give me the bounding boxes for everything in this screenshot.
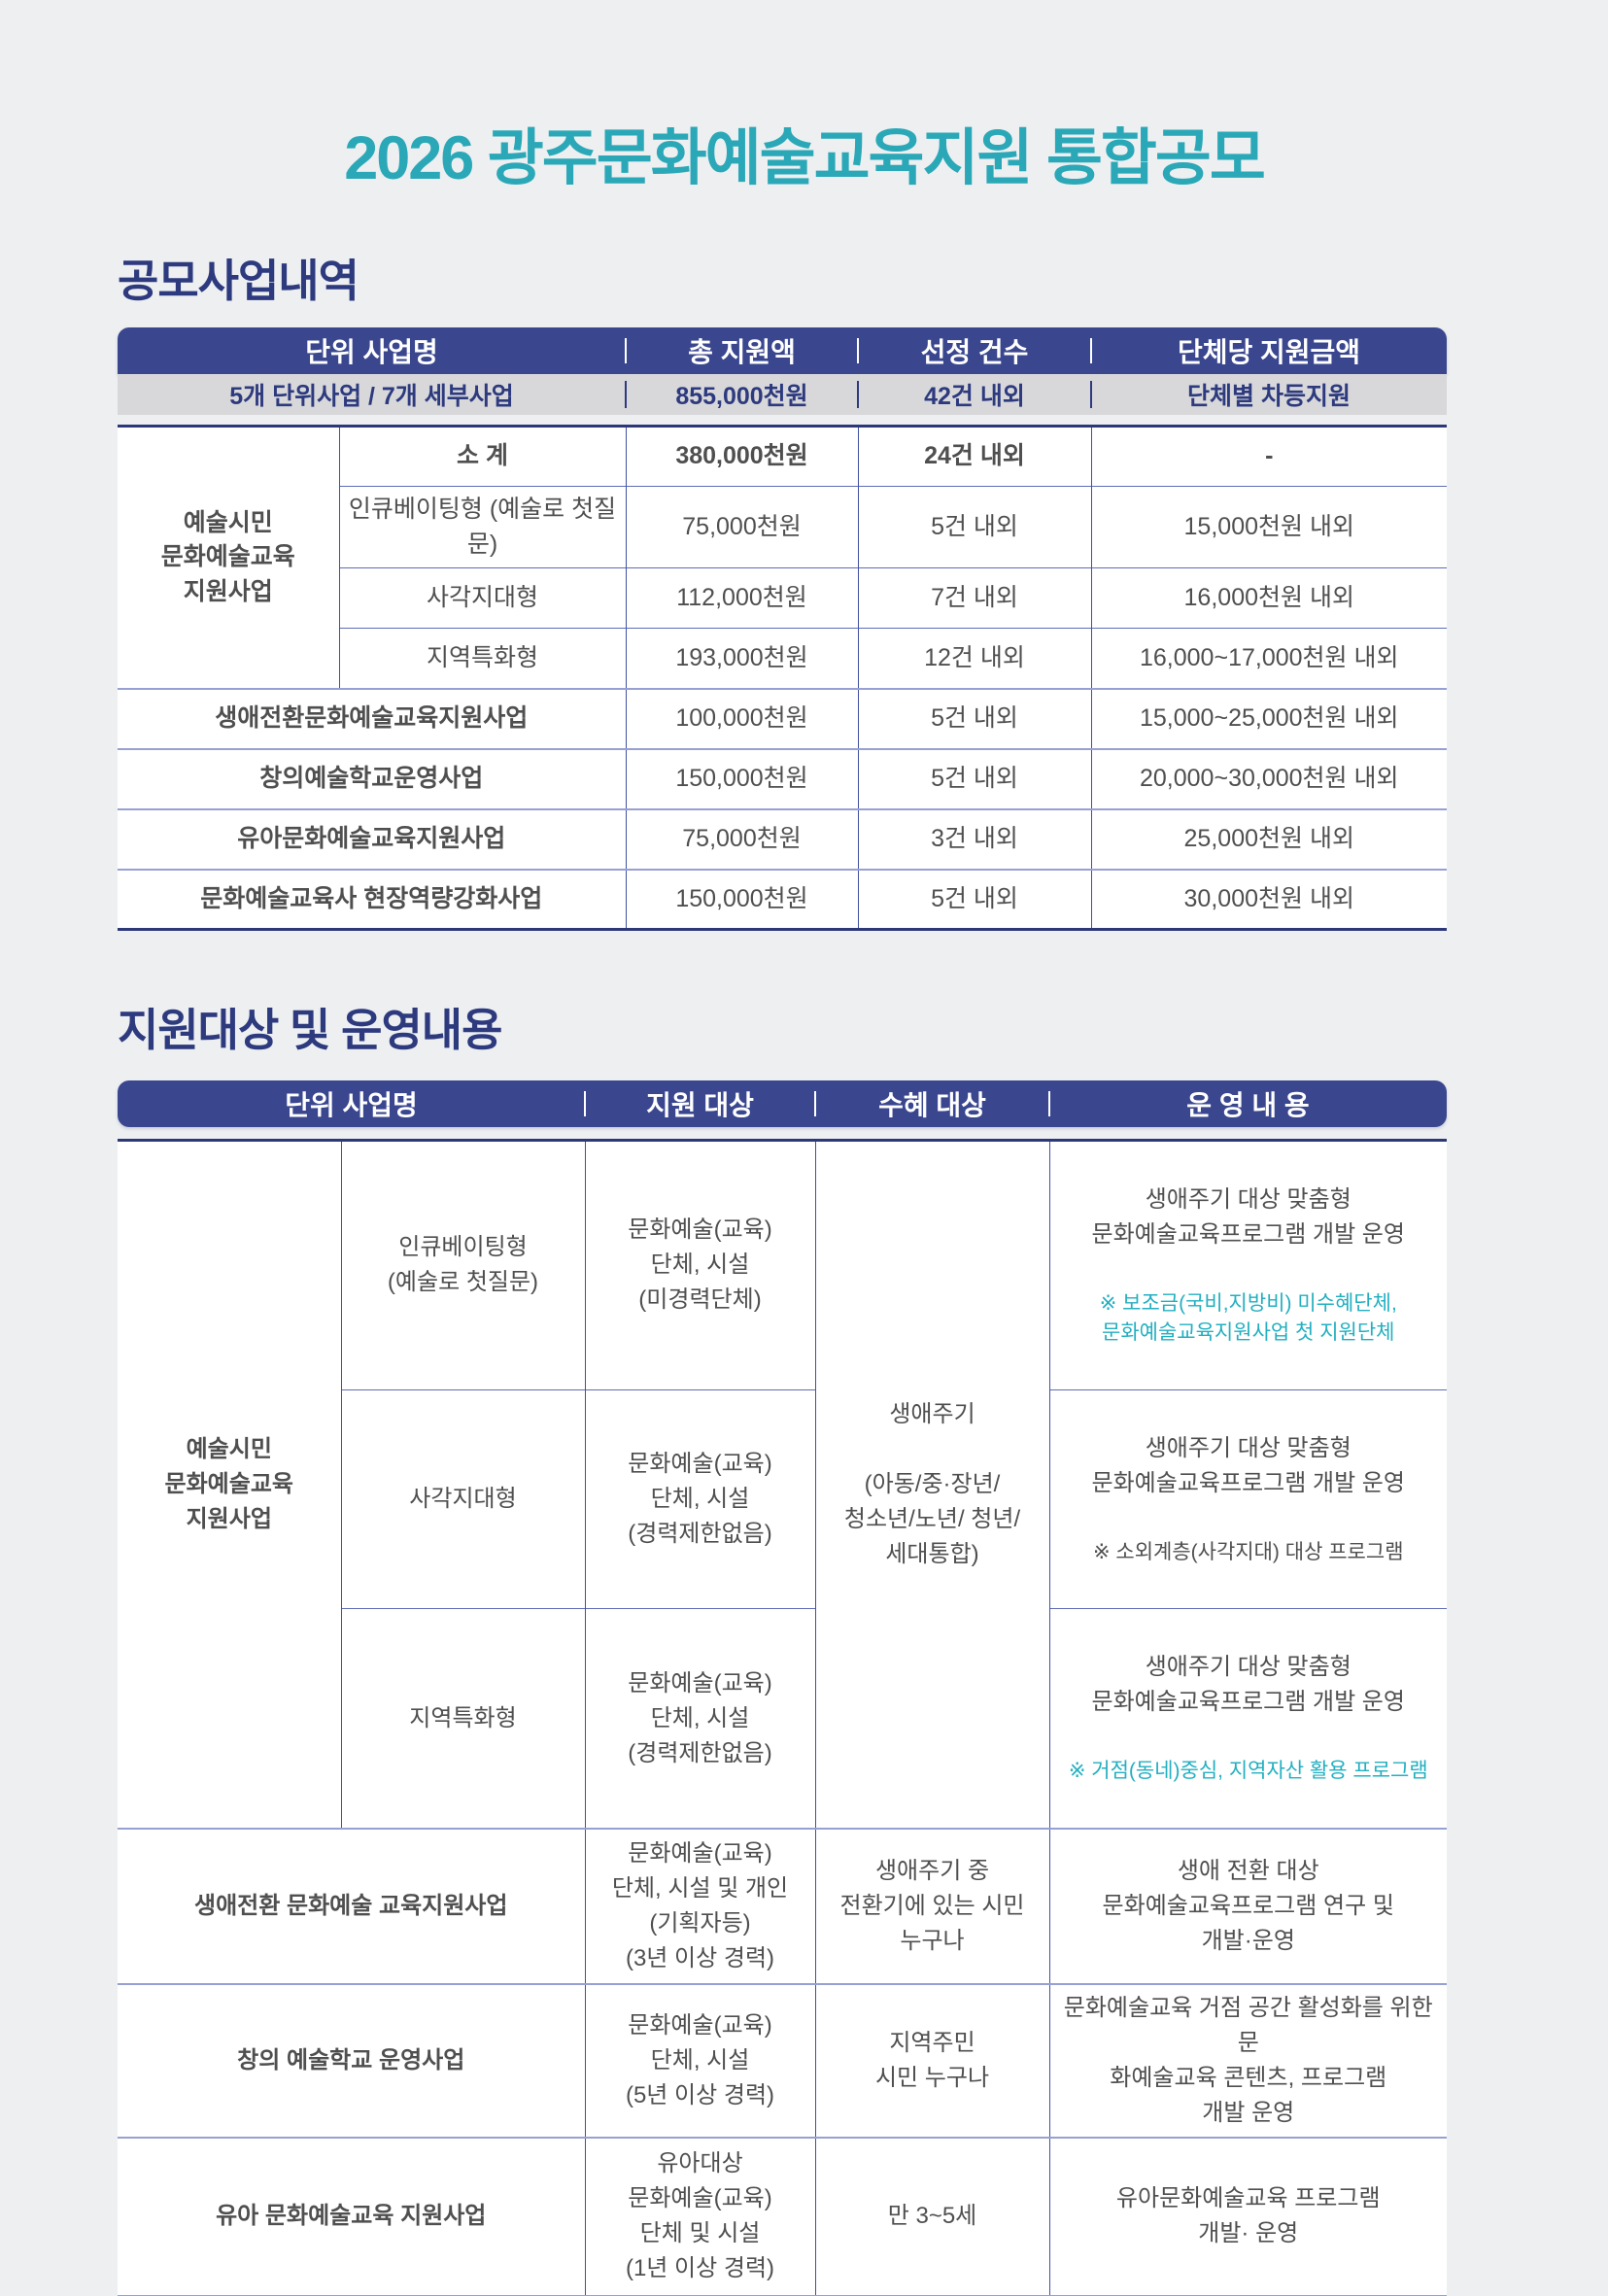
cell-selection-count: 5건 내외: [857, 868, 1091, 930]
cell-per-org-amount: -: [1090, 426, 1447, 487]
cell-total-amount: 75,000천원: [625, 486, 858, 568]
table1-header-per-org-amount: 단체당 지원금액: [1177, 337, 1361, 367]
cell-beneficiary: 생애주기 중 전환기에 있는 시민 누구나: [814, 1827, 1049, 1984]
operation-main-text: 생애주기 대상 맞춤형 문화예술교육프로그램 개발 운영: [1091, 1434, 1405, 1496]
summary-program-count: 5개 단위사업 / 7개 세부사업: [118, 377, 626, 412]
section-targets-operations: 지원대상 및 운영내용 단위 사업명 지원 대상 수혜 대상 운 영 내 용 예…: [118, 995, 1447, 2296]
cell-program-name: 소 계: [338, 426, 626, 487]
cell-total-amount: 150,000천원: [625, 747, 858, 809]
cell-program-name: 사각지대형: [340, 1388, 585, 1609]
cell-program-name: 유아 문화예술교육 지원사업: [118, 2136, 585, 2296]
cell-program-name: 유아문화예술교육지원사업: [118, 807, 626, 870]
cell-selection-count: 5건 내외: [857, 486, 1091, 568]
cell-total-amount: 193,000천원: [625, 628, 858, 689]
cell-operation: 생애주기 대상 맞춤형 문화예술교육프로그램 개발 운영 ※ 소외계층(사각지대…: [1048, 1388, 1447, 1609]
cell-program-group: 예술시민 문화예술교육 지원사업: [160, 508, 295, 605]
cell-selection-count: 7건 내외: [857, 567, 1091, 629]
cell-per-org-amount: 30,000천원 내외: [1090, 868, 1447, 930]
table2-header-beneficiary: 수혜 대상: [815, 1084, 1049, 1123]
operation-main-text: 생애주기 대상 맞춤형 문화예술교육프로그램 개발 운영: [1091, 1186, 1405, 1248]
cell-operation: 생애주기 대상 맞춤형 문화예술교육프로그램 개발 운영 ※ 보조금(국비,지방…: [1048, 1140, 1447, 1390]
cell-support-target: 유아대상 문화예술(교육) 단체 및 시설 (1년 이상 경력): [584, 2136, 815, 2296]
cell-total-amount: 100,000천원: [625, 687, 858, 749]
table1-header-program-name: 단위 사업명: [118, 331, 626, 370]
summary-selection-count: 42건 내외: [858, 377, 1091, 412]
cell-per-org-amount: 25,000천원 내외: [1090, 807, 1447, 870]
cell-operation: 생애 전환 대상 문화예술교육프로그램 연구 및 개발·운영: [1048, 1827, 1447, 1984]
cell-program-name: 생애전환 문화예술 교육지원사업: [118, 1827, 585, 1984]
cell-support-target: 문화예술(교육) 단체, 시설 (5년 이상 경력): [584, 1982, 815, 2138]
table-row: 생애전환문화예술교육지원사업 100,000천원 5건 내외 15,000~25…: [118, 687, 1447, 749]
cell-program-name: 창의예술학교운영사업: [118, 747, 626, 809]
table2-header-program-name: 단위 사업명: [118, 1084, 585, 1123]
table-row: 예술시민 문화예술교육 지원사업 소 계 380,000천원 24건 내외 -: [118, 426, 1447, 605]
table-row: 사각지대형 112,000천원 7건 내외 16,000천원 내외: [118, 567, 1447, 629]
table1-header-row: 단위 사업명 총 지원액 선정 건수 단체당 지원금액: [118, 327, 1447, 374]
cell-selection-count: 12건 내외: [857, 628, 1091, 689]
section1-heading: 공모사업내역: [118, 256, 359, 306]
operation-note-text: ※ 거점(동네)중심, 지역자산 활용 프로그램: [1068, 1760, 1428, 1783]
cell-total-amount: 75,000천원: [625, 807, 858, 870]
table-row: 인큐베이팅형 (예술로 첫질문) 75,000천원 5건 내외 15,000천원…: [118, 486, 1447, 568]
cell-selection-count: 24건 내외: [857, 426, 1091, 487]
section2-heading: 지원대상 및 운영내용: [118, 1005, 502, 1055]
cell-program-name: 인큐베이팅형 (예술로 첫질문): [340, 1140, 585, 1390]
operation-main-text: 생애주기 대상 맞춤형 문화예술교육프로그램 개발 운영: [1091, 1654, 1405, 1716]
cell-program-name: 지역특화형: [338, 628, 626, 689]
cell-selection-count: 3건 내외: [857, 807, 1091, 870]
cell-per-org-amount: 16,000천원 내외: [1090, 567, 1447, 629]
cell-total-amount: 112,000천원: [625, 567, 858, 629]
table-row: 창의 예술학교 운영사업 문화예술(교육) 단체, 시설 (5년 이상 경력) …: [118, 1982, 1447, 2138]
table-row: 창의예술학교운영사업 150,000천원 5건 내외 20,000~30,000…: [118, 747, 1447, 809]
cell-total-amount: 380,000천원: [625, 426, 858, 487]
table-row: 사각지대형 문화예술(교육) 단체, 시설 (경력제한없음) 생애주기 대상 맞…: [118, 1388, 1447, 1609]
cell-per-org-amount: 20,000~30,000천원 내외: [1090, 747, 1447, 809]
section-program-overview: 공모사업내역 단위 사업명 총 지원액 선정 건수 단체당 지원금액 5개 단위…: [118, 246, 1447, 931]
cell-program-name: 지역특화형: [340, 1608, 585, 1829]
cell-per-org-amount: 15,000~25,000천원 내외: [1090, 687, 1447, 749]
cell-program-name: 생애전환문화예술교육지원사업: [118, 687, 626, 749]
operation-note-text: ※ 보조금(국비,지방비) 미수혜단체, 문화예술교육지원사업 첫 지원단체: [1099, 1292, 1397, 1345]
table2-header-support-target: 지원 대상: [585, 1084, 815, 1123]
table-row: 지역특화형 문화예술(교육) 단체, 시설 (경력제한없음) 생애주기 대상 맞…: [118, 1608, 1447, 1829]
table-row: 예술시민 문화예술교육 지원사업 인큐베이팅형 (예술로 첫질문) 문화예술(교…: [118, 1140, 1447, 1829]
cell-selection-count: 5건 내외: [857, 687, 1091, 749]
table2-header-row: 단위 사업명 지원 대상 수혜 대상 운 영 내 용: [118, 1080, 1447, 1127]
cell-operation: 생애주기 대상 맞춤형 문화예술교육프로그램 개발 운영 ※ 거점(동네)중심,…: [1048, 1608, 1447, 1829]
cell-per-org-amount: 15,000천원 내외: [1090, 486, 1447, 568]
summary-per-org-amount: 단체별 차등지원: [1187, 383, 1351, 410]
table-row: 유아 문화예술교육 지원사업 유아대상 문화예술(교육) 단체 및 시설 (1년…: [118, 2136, 1447, 2296]
table-row: 지역특화형 193,000천원 12건 내외 16,000~17,000천원 내…: [118, 628, 1447, 689]
cell-support-target: 문화예술(교육) 단체, 시설 (미경력단체): [584, 1140, 815, 1390]
program-overview-table: 예술시민 문화예술교육 지원사업 소 계 380,000천원 24건 내외 - …: [118, 425, 1447, 931]
cell-program-group: 예술시민 문화예술교육 지원사업: [164, 1435, 293, 1532]
cell-support-target: 문화예술(교육) 단체, 시설 (경력제한없음): [584, 1608, 815, 1829]
cell-beneficiary: 지역주민 시민 누구나: [814, 1982, 1049, 2138]
cell-program-name: 창의 예술학교 운영사업: [118, 1982, 585, 2138]
cell-beneficiary: 만 3~5세: [814, 2136, 1049, 2296]
cell-per-org-amount: 16,000~17,000천원 내외: [1090, 628, 1447, 689]
table1-header-total-amount: 총 지원액: [626, 331, 858, 370]
summary-total-amount: 855,000천원: [626, 377, 858, 412]
cell-program-name: 사각지대형: [338, 567, 626, 629]
table-row: 생애전환 문화예술 교육지원사업 문화예술(교육) 단체, 시설 및 개인 (기…: [118, 1827, 1447, 1984]
cell-beneficiary-span: 생애주기 (아동/중·장년/ 청소년/노년/ 청년/ 세대통합): [814, 1140, 1049, 1829]
cell-support-target: 문화예술(교육) 단체, 시설 및 개인 (기획자등) (3년 이상 경력): [584, 1827, 815, 1984]
cell-operation: 문화예술교육 거점 공간 활성화를 위한 문 화예술교육 콘텐츠, 프로그램 개…: [1048, 1982, 1447, 2138]
cell-total-amount: 150,000천원: [625, 868, 858, 930]
cell-program-name: 문화예술교육사 현장역량강화사업: [118, 868, 626, 930]
cell-support-target: 문화예술(교육) 단체, 시설 (경력제한없음): [584, 1388, 815, 1609]
operation-note-text: ※ 소외계층(사각지대) 대상 프로그램: [1092, 1540, 1404, 1563]
table1-header-selection-count: 선정 건수: [858, 331, 1091, 370]
table2-header-operation: 운 영 내 용: [1186, 1090, 1310, 1120]
table1-summary-row: 5개 단위사업 / 7개 세부사업 855,000천원 42건 내외 단체별 차…: [118, 374, 1447, 415]
page-title: 2026 광주문화예술교육지원 통합공모: [344, 124, 1266, 192]
targets-operations-table: 예술시민 문화예술교육 지원사업 인큐베이팅형 (예술로 첫질문) 문화예술(교…: [118, 1139, 1447, 2296]
cell-selection-count: 5건 내외: [857, 747, 1091, 809]
table-row: 문화예술교육사 현장역량강화사업 150,000천원 5건 내외 30,000천…: [118, 868, 1447, 930]
table-row: 유아문화예술교육지원사업 75,000천원 3건 내외 25,000천원 내외: [118, 807, 1447, 870]
cell-operation: 유아문화예술교육 프로그램 개발· 운영: [1048, 2136, 1447, 2296]
cell-program-name: 인큐베이팅형 (예술로 첫질문): [338, 486, 626, 568]
